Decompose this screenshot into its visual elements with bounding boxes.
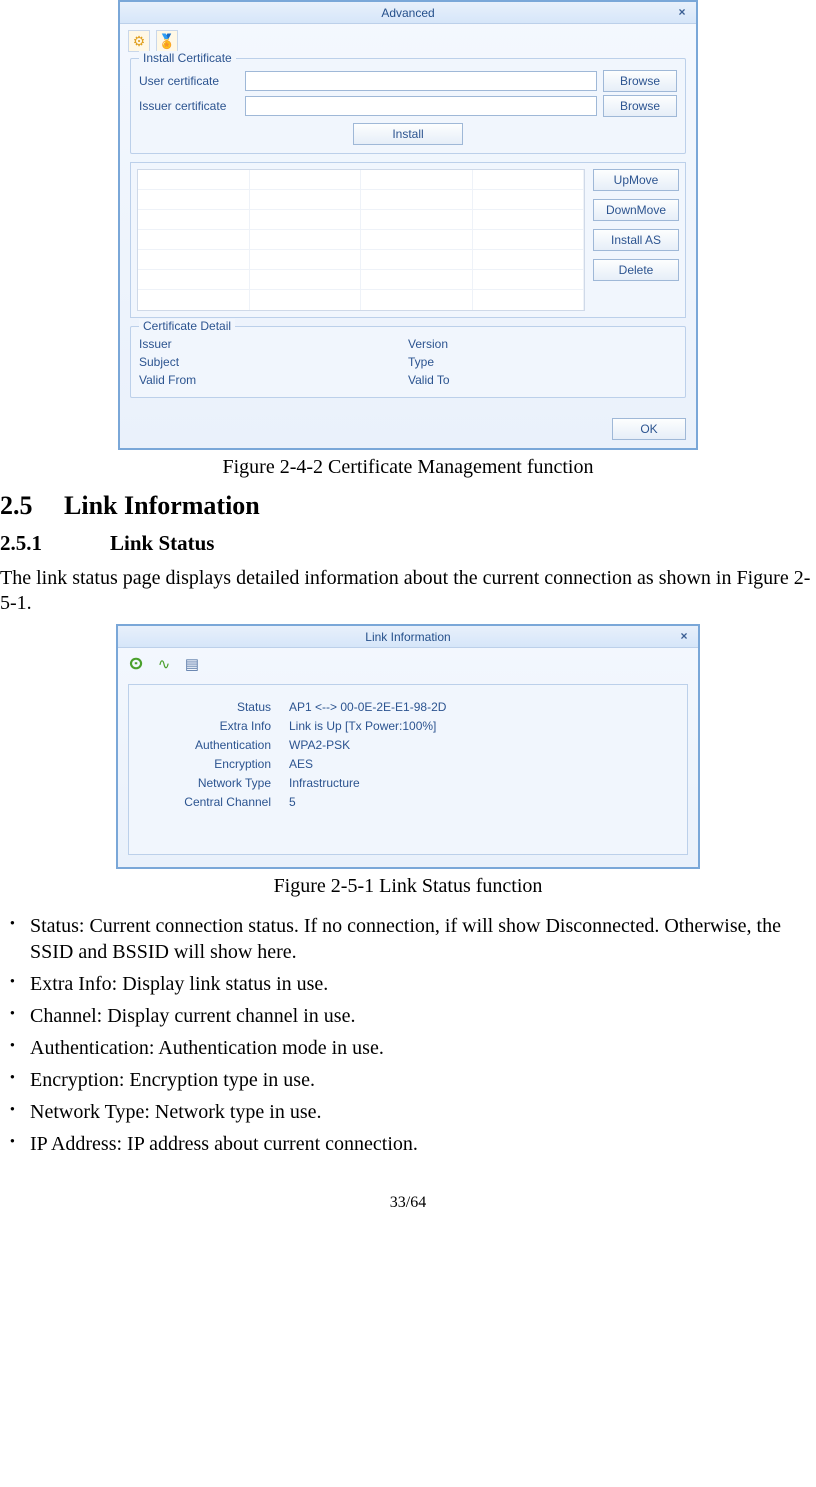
detail-row: Subject Type xyxy=(139,353,677,371)
detail-issuer-label: Issuer xyxy=(139,337,408,351)
detail-type-label: Type xyxy=(408,355,677,369)
link-info-title: Link Information xyxy=(365,630,450,644)
advanced-titlebar: Advanced × xyxy=(120,2,696,24)
page-icon[interactable]: ▤ xyxy=(182,654,202,674)
extrainfo-value: Link is Up [Tx Power:100%] xyxy=(289,719,675,733)
user-certificate-label: User certificate xyxy=(139,74,239,88)
certificate-grid-zone: UpMove DownMove Install AS Delete xyxy=(130,162,686,318)
issuer-certificate-input[interactable] xyxy=(245,96,597,116)
table-row xyxy=(138,210,584,230)
detail-subject-label: Subject xyxy=(139,355,408,369)
encryption-value: AES xyxy=(289,757,675,771)
list-item: Extra Info: Display link status in use. xyxy=(0,968,816,1000)
install-certificate-legend: Install Certificate xyxy=(139,51,236,65)
table-row xyxy=(138,170,584,190)
table-row xyxy=(138,270,584,290)
networktype-label: Network Type xyxy=(141,776,271,790)
kv-row: Authentication WPA2-PSK xyxy=(141,738,675,752)
detail-version-label: Version xyxy=(408,337,677,351)
centralchannel-label: Central Channel xyxy=(141,795,271,809)
link-information-dialog: Link Information × ⵙ ∿ ▤ Status AP1 <--> … xyxy=(116,624,700,869)
list-item: Network Type: Network type in use. xyxy=(0,1096,816,1128)
detail-validto-label: Valid To xyxy=(408,373,677,387)
user-certificate-input[interactable] xyxy=(245,71,597,91)
subsection-heading: 2.5.1Link Status xyxy=(0,531,816,556)
delete-button[interactable]: Delete xyxy=(593,259,679,281)
table-row xyxy=(138,230,584,250)
browse-user-button[interactable]: Browse xyxy=(603,70,677,92)
close-icon[interactable]: × xyxy=(674,4,690,20)
encryption-label: Encryption xyxy=(141,757,271,771)
kv-row: Extra Info Link is Up [Tx Power:100%] xyxy=(141,719,675,733)
table-row xyxy=(138,250,584,270)
authentication-value: WPA2-PSK xyxy=(289,738,675,752)
networktype-value: Infrastructure xyxy=(289,776,675,790)
subsection-number: 2.5.1 xyxy=(0,531,110,556)
install-button[interactable]: Install xyxy=(353,123,463,145)
wave-icon[interactable]: ∿ xyxy=(154,654,174,674)
intro-paragraph: The link status page displays detailed i… xyxy=(0,566,816,616)
link-info-titlebar: Link Information × xyxy=(118,626,698,648)
table-row xyxy=(138,190,584,210)
bullet-list: Status: Current connection status. If no… xyxy=(0,910,816,1160)
list-item: IP Address: IP address about current con… xyxy=(0,1128,816,1160)
ok-button[interactable]: OK xyxy=(612,418,686,440)
detail-validfrom-label: Valid From xyxy=(139,373,408,387)
certificate-icon[interactable]: 🏅 xyxy=(156,30,178,52)
install-certificate-fieldset: Install Certificate User certificate Bro… xyxy=(130,58,686,154)
kv-row: Status AP1 <--> 00-0E-2E-E1-98-2D xyxy=(141,700,675,714)
certificate-table[interactable] xyxy=(137,169,585,311)
signal-icon[interactable]: ⵙ xyxy=(126,654,146,674)
detail-row: Valid From Valid To xyxy=(139,371,677,389)
extrainfo-label: Extra Info xyxy=(141,719,271,733)
subsection-title: Link Status xyxy=(110,531,214,555)
centralchannel-value: 5 xyxy=(289,795,675,809)
detail-row: Issuer Version xyxy=(139,335,677,353)
list-item: Channel: Display current channel in use. xyxy=(0,1000,816,1032)
advanced-dialog: Advanced × ⚙ 🏅 Install Certificate User … xyxy=(118,0,698,450)
gear-icon[interactable]: ⚙ xyxy=(128,30,150,52)
list-item: Encryption: Encryption type in use. xyxy=(0,1064,816,1096)
section-heading: 2.5Link Information xyxy=(0,491,816,521)
page-number: 33/64 xyxy=(0,1194,816,1212)
list-item: Authentication: Authentication mode in u… xyxy=(0,1032,816,1064)
section-number: 2.5 xyxy=(0,491,64,521)
grid-side-buttons: UpMove DownMove Install AS Delete xyxy=(593,169,679,311)
close-icon[interactable]: × xyxy=(676,628,692,644)
issuer-certificate-label: Issuer certificate xyxy=(139,99,239,113)
status-value: AP1 <--> 00-0E-2E-E1-98-2D xyxy=(289,700,675,714)
figure-caption-2: Figure 2-5-1 Link Status function xyxy=(0,875,816,898)
upmove-button[interactable]: UpMove xyxy=(593,169,679,191)
list-item: Status: Current connection status. If no… xyxy=(0,910,816,968)
certificate-detail-legend: Certificate Detail xyxy=(139,319,235,333)
browse-issuer-button[interactable]: Browse xyxy=(603,95,677,117)
link-info-panel: Status AP1 <--> 00-0E-2E-E1-98-2D Extra I… xyxy=(128,684,688,855)
table-row xyxy=(138,290,584,310)
authentication-label: Authentication xyxy=(141,738,271,752)
kv-row: Central Channel 5 xyxy=(141,795,675,809)
install-as-button[interactable]: Install AS xyxy=(593,229,679,251)
status-label: Status xyxy=(141,700,271,714)
kv-row: Network Type Infrastructure xyxy=(141,776,675,790)
certificate-detail-fieldset: Certificate Detail Issuer Version Subjec… xyxy=(130,326,686,398)
kv-row: Encryption AES xyxy=(141,757,675,771)
section-title: Link Information xyxy=(64,491,260,520)
downmove-button[interactable]: DownMove xyxy=(593,199,679,221)
advanced-title: Advanced xyxy=(381,6,434,20)
figure-caption-1: Figure 2-4-2 Certificate Management func… xyxy=(0,456,816,479)
link-info-toolbar: ⵙ ∿ ▤ xyxy=(118,648,698,680)
